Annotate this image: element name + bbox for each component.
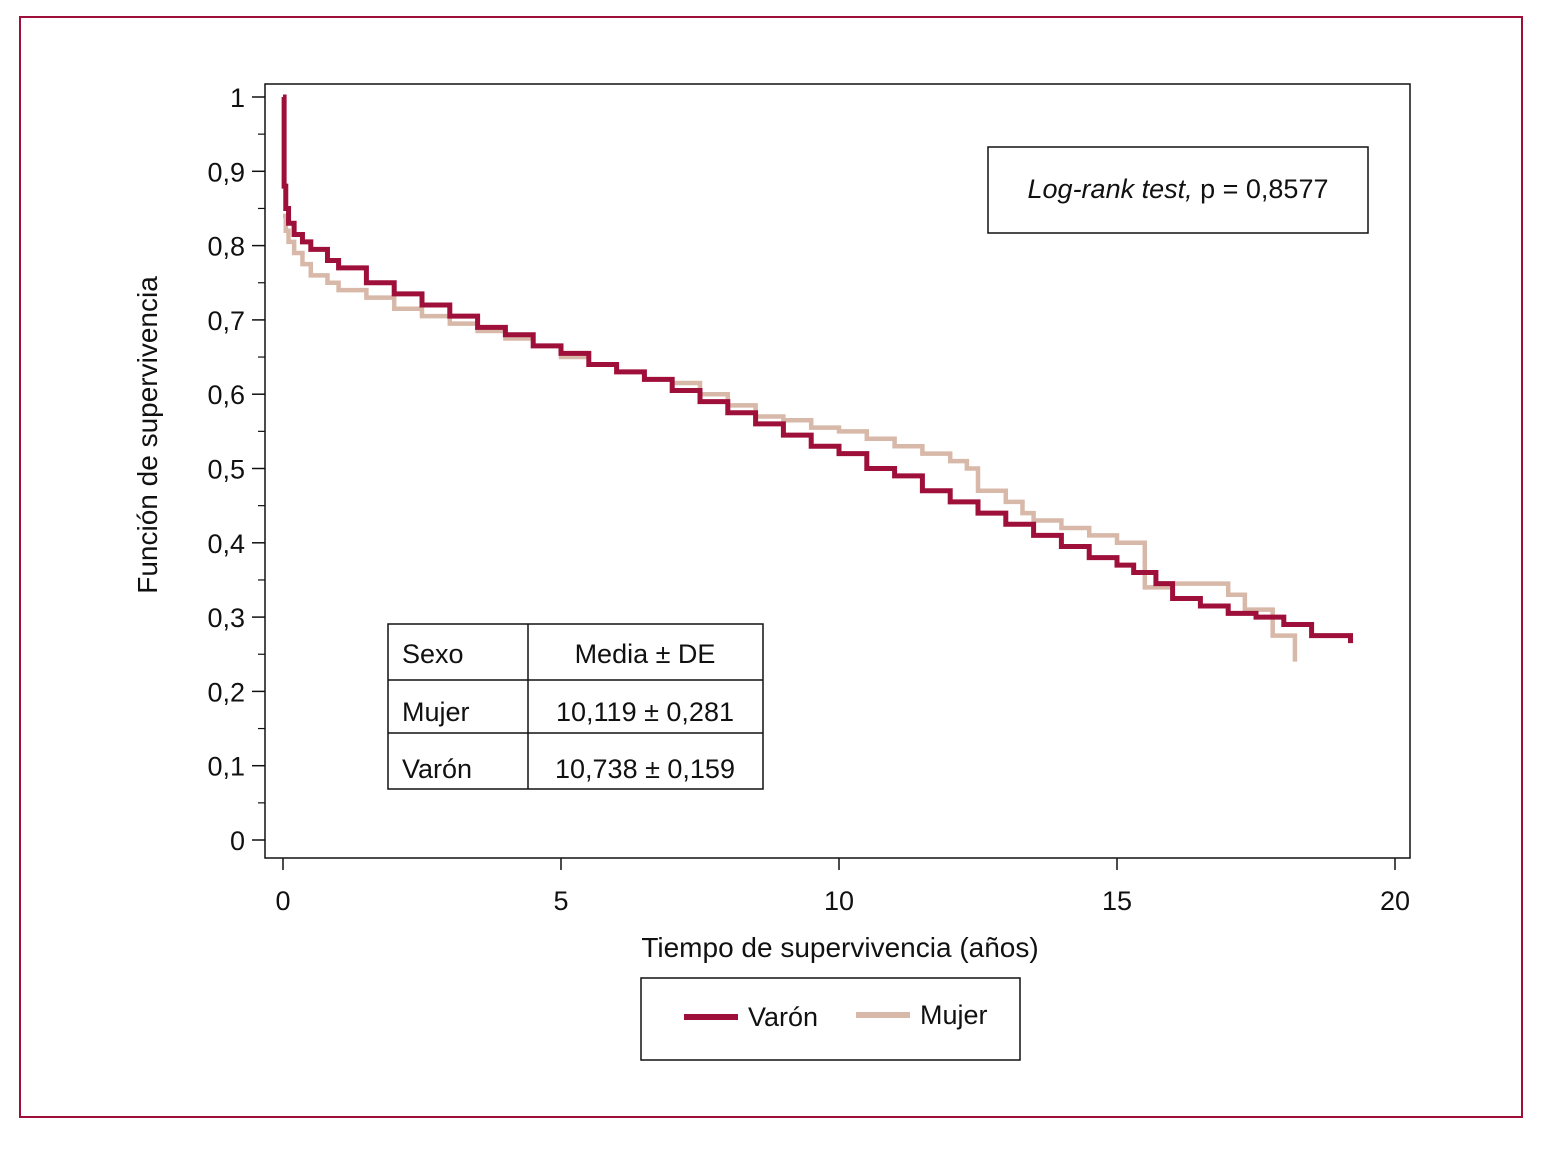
figure-frame <box>19 16 1523 1118</box>
stats-table-cell: 10,738 ± 0,159 <box>555 754 735 784</box>
stats-table: Sexo Media ± DE Mujer 10,119 ± 0,281 Var… <box>387 623 764 790</box>
y-tick-label: 0,2 <box>207 677 245 707</box>
logrank-text: Log-rank test, p = 0,8577 <box>1028 174 1329 204</box>
stats-table-header-sexo: Sexo <box>402 639 464 669</box>
y-tick-label: 0,1 <box>207 752 245 782</box>
legend-label-varon: Varón <box>748 1002 818 1032</box>
x-tick-label: 15 <box>1102 886 1132 916</box>
stats-table-cell: Varón <box>402 754 472 784</box>
y-tick-label: 1 <box>230 83 245 113</box>
x-axis-title: Tiempo de supervivencia (años) <box>641 932 1038 963</box>
x-tick-label: 20 <box>1380 886 1410 916</box>
plot-area <box>264 83 1411 859</box>
legend: Varón Mujer <box>640 977 1021 1061</box>
y-tick-label: 0,7 <box>207 306 245 336</box>
y-tick-label: 0,6 <box>207 380 245 410</box>
stats-table-header-media: Media ± DE <box>575 639 716 669</box>
series-line-mujer <box>283 213 1298 662</box>
y-tick-label: 0,9 <box>207 157 245 187</box>
y-tick-label: 0,3 <box>207 603 245 633</box>
x-tick-label: 0 <box>275 886 290 916</box>
series-layer <box>281 94 1354 662</box>
logrank-box <box>987 146 1369 234</box>
stats-table-border <box>387 623 764 790</box>
y-tick-label: 0,4 <box>207 529 245 559</box>
logrank-annotation: Log-rank test, p = 0,8577 <box>987 146 1369 234</box>
y-tick-label: 0,8 <box>207 232 245 262</box>
logrank-value: p = 0,8577 <box>1193 174 1329 204</box>
y-tick-label: 0,5 <box>207 455 245 485</box>
stats-table-cell: 10,119 ± 0,281 <box>556 697 734 727</box>
legend-label-mujer: Mujer <box>920 1000 988 1030</box>
stats-table-cell: Mujer <box>402 697 470 727</box>
x-tick-label: 5 <box>553 886 568 916</box>
x-axis: 0 5 10 15 20 <box>275 858 1410 916</box>
y-axis: 0 0,1 0,2 0,3 0,4 0,5 0,6 0,7 0,8 0,9 1 <box>207 83 265 856</box>
y-axis-title: Función de supervivencia <box>132 276 163 594</box>
y-tick-label: 0 <box>230 826 245 856</box>
logrank-italic: Log-rank test, <box>1028 174 1193 204</box>
series-line-varon <box>281 94 1354 644</box>
x-tick-label: 10 <box>824 886 854 916</box>
